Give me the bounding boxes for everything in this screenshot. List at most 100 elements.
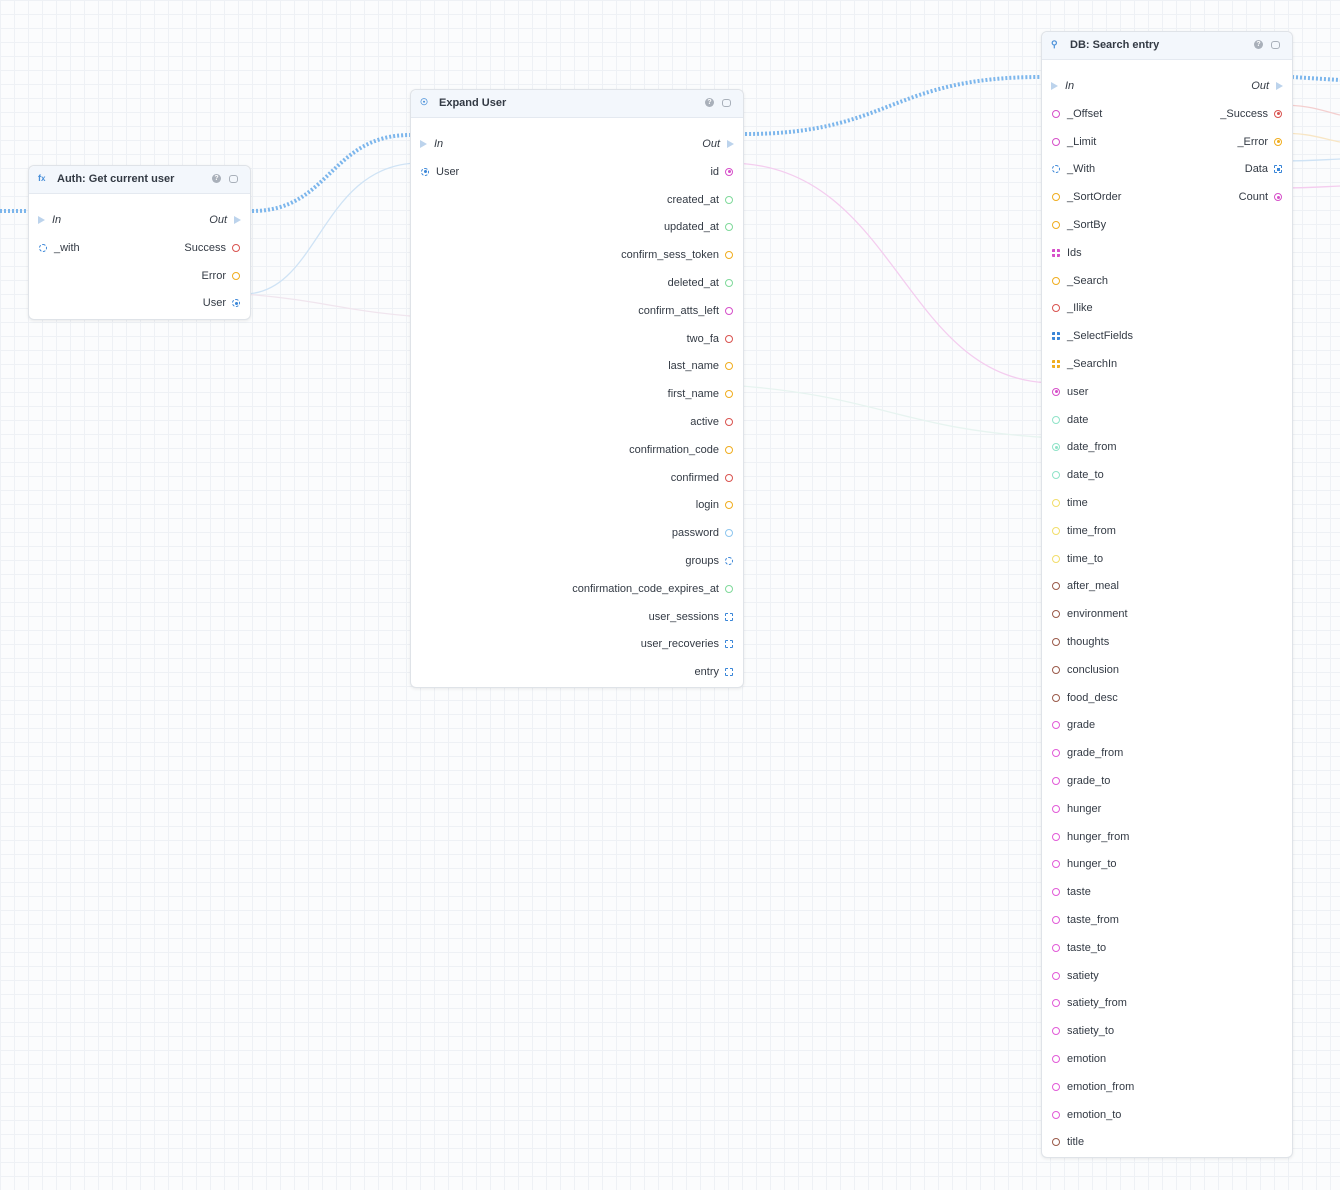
- port-taste-from-icon[interactable]: [1052, 916, 1060, 924]
- port-id-icon[interactable]: [725, 167, 733, 176]
- port-confirmation-code-icon[interactable]: [725, 445, 733, 454]
- port-confirmed-icon[interactable]: [725, 473, 733, 482]
- port-success-icon[interactable]: [232, 243, 240, 252]
- input-label: _SortBy: [1067, 219, 1107, 231]
- port-confirmation-code-expires-at-icon[interactable]: [725, 584, 733, 593]
- input-label: hunger: [1067, 802, 1102, 815]
- input-label: food_desc: [1067, 691, 1118, 704]
- port-emotion-from-icon[interactable]: [1052, 1082, 1060, 1091]
- node-db-search-entry[interactable]: ⚲ DB: Search entry ? In Out _Offset _Limit _…: [1041, 31, 1293, 1158]
- port-taste-icon[interactable]: [1052, 888, 1060, 897]
- flow-out-port-icon[interactable]: [1276, 82, 1283, 90]
- help-icon[interactable]: ?: [705, 98, 714, 107]
- port-two-fa-icon[interactable]: [725, 334, 733, 343]
- port-limit-icon[interactable]: [1052, 137, 1060, 146]
- port-search-icon[interactable]: [1052, 276, 1060, 285]
- port-time-icon[interactable]: [1052, 499, 1060, 507]
- data-wire-date: [727, 384, 1056, 439]
- port-ids-icon[interactable]: [1052, 248, 1060, 257]
- port-conclusion-icon[interactable]: [1052, 665, 1060, 674]
- input-label: User: [436, 165, 460, 178]
- port-confirm-atts-left-icon[interactable]: [725, 306, 733, 315]
- port-sortby-icon[interactable]: [1052, 221, 1060, 229]
- port-user-sessions-icon[interactable]: [725, 612, 733, 621]
- output-label: user_recoveries: [640, 638, 719, 651]
- port-active-icon[interactable]: [725, 418, 733, 426]
- port-sortorder-icon[interactable]: [1052, 193, 1060, 202]
- port-date-to-icon[interactable]: [1052, 471, 1060, 480]
- port-grade-to-icon[interactable]: [1052, 777, 1060, 785]
- input-label: _SelectFields: [1067, 330, 1134, 343]
- port-count-icon[interactable]: [1274, 193, 1282, 202]
- node-expand-user[interactable]: ☉ Expand User ? In Out User id created_at upd…: [410, 89, 744, 688]
- port-after-meal-icon[interactable]: [1052, 582, 1060, 591]
- port-time-from-icon[interactable]: [1052, 526, 1060, 535]
- node-header[interactable]: ⚲ DB: Search entry ?: [1042, 32, 1292, 60]
- port-last-name-icon[interactable]: [725, 362, 733, 371]
- port-success-icon[interactable]: [1274, 109, 1282, 118]
- port-grade-icon[interactable]: [1052, 721, 1060, 730]
- port-offset-icon[interactable]: [1052, 109, 1060, 118]
- port-taste-to-icon[interactable]: [1052, 943, 1060, 952]
- port-user-recoveries-icon[interactable]: [725, 640, 733, 649]
- port-grade-from-icon[interactable]: [1052, 749, 1060, 758]
- port-data-icon[interactable]: [1274, 165, 1282, 174]
- node-header[interactable]: ☉ Expand User ?: [411, 90, 743, 118]
- port-groups-icon[interactable]: [725, 557, 733, 565]
- port-satiety-icon[interactable]: [1052, 971, 1060, 980]
- port-emotion-to-icon[interactable]: [1052, 1110, 1060, 1119]
- port-updated-at-icon[interactable]: [725, 223, 733, 232]
- port-user-icon[interactable]: [232, 299, 240, 308]
- output-label: Count: [1238, 191, 1268, 204]
- port-entry-icon[interactable]: [725, 668, 733, 677]
- flow-in-port-icon[interactable]: [420, 140, 427, 148]
- input-label: satiety_from: [1067, 997, 1127, 1010]
- input-label: conclusion: [1067, 663, 1119, 676]
- port-time-to-icon[interactable]: [1052, 554, 1060, 563]
- help-icon[interactable]: ?: [212, 174, 221, 183]
- port-emotion-icon[interactable]: [1052, 1055, 1060, 1063]
- flow-out-label: Out: [702, 138, 720, 150]
- comment-icon[interactable]: [722, 99, 731, 107]
- port-created-at-icon[interactable]: [725, 195, 733, 204]
- port-error-icon[interactable]: [1274, 137, 1282, 146]
- output-label: Success: [184, 241, 226, 254]
- flow-out-port-icon[interactable]: [234, 216, 241, 224]
- port-deleted-at-icon[interactable]: [725, 279, 733, 287]
- port-hunger-from-icon[interactable]: [1052, 832, 1060, 841]
- port-user-icon[interactable]: [421, 167, 429, 176]
- output-label: first_name: [667, 388, 719, 401]
- port-thoughts-icon[interactable]: [1052, 638, 1060, 646]
- port-hunger-to-icon[interactable]: [1052, 860, 1060, 869]
- port-confirm-sess-token-icon[interactable]: [725, 251, 733, 260]
- port-with-icon[interactable]: [1052, 165, 1060, 174]
- port-title-icon[interactable]: [1052, 1138, 1060, 1147]
- port-food-desc-icon[interactable]: [1052, 693, 1060, 702]
- port-hunger-icon[interactable]: [1052, 804, 1060, 813]
- flow-out-port-icon[interactable]: [727, 140, 734, 148]
- comment-icon[interactable]: [229, 175, 238, 183]
- port-satiety-from-icon[interactable]: [1052, 999, 1060, 1008]
- port-date-icon[interactable]: [1052, 415, 1060, 424]
- port-login-icon[interactable]: [725, 501, 733, 510]
- port-with-icon[interactable]: [39, 243, 47, 252]
- port-satiety-to-icon[interactable]: [1052, 1027, 1060, 1036]
- flow-in-port-icon[interactable]: [1051, 82, 1058, 90]
- port-ilike-icon[interactable]: [1052, 304, 1060, 313]
- port-date-from-icon[interactable]: [1052, 443, 1060, 452]
- comment-icon[interactable]: [1271, 41, 1280, 49]
- output-label: deleted_at: [667, 277, 719, 289]
- help-icon[interactable]: ?: [1254, 40, 1263, 49]
- node-header[interactable]: fx Auth: Get current user ?: [29, 166, 250, 194]
- node-auth-get-current-user[interactable]: fx Auth: Get current user ? In Out _with Su…: [28, 165, 251, 320]
- port-searchin-icon[interactable]: [1052, 360, 1060, 368]
- port-password-icon[interactable]: [725, 529, 733, 538]
- port-selectfields-icon[interactable]: [1052, 332, 1060, 341]
- flow-in-port-icon[interactable]: [38, 216, 45, 224]
- port-first-name-icon[interactable]: [725, 390, 733, 399]
- port-user-icon[interactable]: [1052, 387, 1060, 396]
- input-label: grade_from: [1067, 747, 1124, 760]
- port-error-icon[interactable]: [232, 271, 240, 280]
- port-environment-icon[interactable]: [1052, 610, 1060, 619]
- node-title: Auth: Get current user: [57, 173, 175, 185]
